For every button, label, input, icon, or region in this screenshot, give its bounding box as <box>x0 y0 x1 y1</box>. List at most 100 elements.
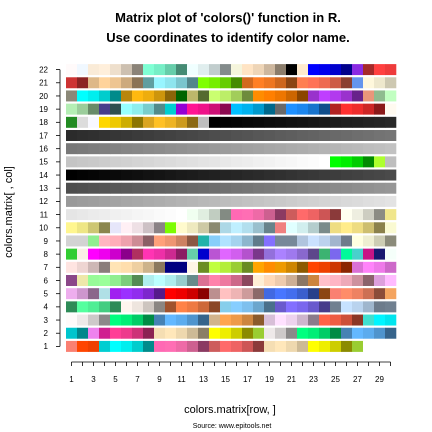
matrix-cell <box>374 248 386 260</box>
matrix-cell <box>231 314 243 326</box>
matrix-cell <box>253 235 265 247</box>
matrix-cell <box>88 169 100 181</box>
matrix-cell <box>308 156 320 168</box>
matrix-cell <box>286 169 298 181</box>
matrix-cell <box>220 288 232 300</box>
matrix-cell <box>352 288 364 300</box>
matrix-cell <box>374 156 386 168</box>
matrix-cell <box>110 64 122 76</box>
matrix-cell <box>143 64 155 76</box>
matrix-cell <box>297 314 309 326</box>
matrix-cell <box>374 77 386 89</box>
matrix-cell <box>121 288 133 300</box>
matrix-cell <box>198 130 210 141</box>
matrix-cell <box>231 340 243 352</box>
matrix-cell <box>308 169 320 181</box>
matrix-cell <box>77 64 89 76</box>
matrix-cell <box>198 275 210 286</box>
matrix-cell <box>253 156 265 168</box>
x-tick-label: 5 <box>113 375 118 384</box>
matrix-cell <box>242 340 254 352</box>
matrix-cell <box>209 248 221 260</box>
matrix-cell <box>66 222 78 234</box>
matrix-cell <box>330 301 342 313</box>
x-tick-label: 9 <box>157 375 162 384</box>
matrix-cell <box>374 275 386 286</box>
matrix-cell <box>198 143 210 155</box>
matrix-cell <box>242 90 254 102</box>
matrix-cell <box>308 340 320 352</box>
matrix-cell <box>385 130 397 141</box>
matrix-cell <box>176 327 188 339</box>
matrix-cell <box>308 235 320 247</box>
matrix-cell <box>165 195 177 207</box>
matrix-cell <box>330 340 342 352</box>
matrix-cell <box>143 209 155 221</box>
matrix-cell <box>198 209 210 221</box>
matrix-cell <box>319 275 331 286</box>
matrix-cell <box>88 327 100 339</box>
matrix-cell <box>308 275 320 286</box>
matrix-cell <box>242 248 254 260</box>
matrix-cell <box>330 116 342 128</box>
matrix-cell <box>77 195 89 207</box>
matrix-cell <box>264 156 276 168</box>
matrix-cell <box>286 314 298 326</box>
matrix-cell <box>352 340 364 352</box>
matrix-cell <box>275 314 287 326</box>
matrix-cell <box>143 327 155 339</box>
matrix-cell <box>385 209 397 221</box>
matrix-cell <box>209 169 221 181</box>
matrix-cell <box>66 169 78 181</box>
matrix-cell <box>121 209 133 221</box>
y-tick-label: 11 <box>40 210 49 219</box>
matrix-cell <box>220 77 232 89</box>
matrix-cell <box>198 248 210 260</box>
matrix-cell <box>275 156 287 168</box>
matrix-cell <box>99 116 111 128</box>
matrix-cell <box>110 77 122 89</box>
y-tick-label: 6 <box>44 276 49 285</box>
x-tick-label: 25 <box>331 375 340 384</box>
matrix-cell <box>154 103 166 115</box>
matrix-cell <box>121 116 133 128</box>
matrix-cell <box>297 182 309 194</box>
matrix-cell <box>264 222 276 234</box>
matrix-cell <box>374 222 386 234</box>
matrix-cell <box>110 222 122 234</box>
matrix-cell <box>374 235 386 247</box>
matrix-cell <box>308 195 320 207</box>
matrix-cell <box>143 288 155 300</box>
matrix-cell <box>297 169 309 181</box>
matrix-cell <box>165 235 177 247</box>
matrix-cell <box>242 116 254 128</box>
matrix-cell <box>77 143 89 155</box>
matrix-cell <box>385 275 397 286</box>
matrix-cell <box>88 235 100 247</box>
matrix-cell <box>176 130 188 141</box>
matrix-cell <box>231 209 243 221</box>
matrix-cell <box>110 182 122 194</box>
matrix-cell <box>308 209 320 221</box>
matrix-cell <box>121 90 133 102</box>
matrix-cell <box>132 143 144 155</box>
matrix-cell <box>77 301 89 313</box>
matrix-cell <box>154 314 166 326</box>
matrix-cell <box>352 156 364 168</box>
matrix-cell <box>341 103 353 115</box>
matrix-cell <box>154 301 166 313</box>
matrix-cell <box>330 169 342 181</box>
matrix-cell <box>220 64 232 76</box>
matrix-cell <box>253 209 265 221</box>
matrix-cell <box>110 288 122 300</box>
matrix-cell <box>99 209 111 221</box>
matrix-cell <box>143 116 155 128</box>
matrix-cell <box>187 288 199 300</box>
matrix-cell <box>231 182 243 194</box>
y-tick-label: 12 <box>39 197 48 206</box>
matrix-cell <box>253 130 265 141</box>
matrix-cell <box>220 169 232 181</box>
matrix-cell <box>209 90 221 102</box>
matrix-cell <box>330 103 342 115</box>
matrix-cell <box>363 156 375 168</box>
